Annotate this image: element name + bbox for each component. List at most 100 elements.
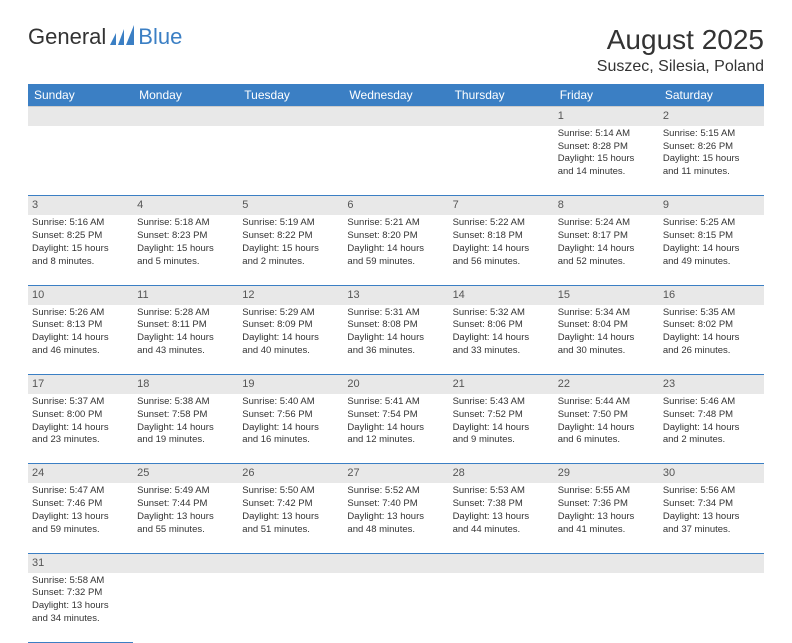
day-cell: Sunrise: 5:56 AMSunset: 7:34 PMDaylight:… bbox=[659, 483, 764, 553]
day-number: 20 bbox=[343, 375, 448, 394]
day-d2: and 11 minutes. bbox=[663, 166, 760, 179]
day-number: 9 bbox=[659, 196, 764, 215]
day-d2: and 9 minutes. bbox=[453, 434, 550, 447]
day-number: 2 bbox=[659, 107, 764, 126]
day-sr: Sunrise: 5:46 AM bbox=[663, 396, 760, 409]
day-number: 25 bbox=[133, 464, 238, 483]
logo: General Blue bbox=[28, 24, 182, 50]
day-d2: and 19 minutes. bbox=[137, 434, 234, 447]
day-number: 16 bbox=[659, 285, 764, 304]
day-d1: Daylight: 14 hours bbox=[137, 332, 234, 345]
day-content-row: Sunrise: 5:26 AMSunset: 8:13 PMDaylight:… bbox=[28, 305, 764, 375]
day-cell bbox=[133, 126, 238, 196]
day-number: 28 bbox=[449, 464, 554, 483]
day-sr: Sunrise: 5:21 AM bbox=[347, 217, 444, 230]
day-number: 11 bbox=[133, 285, 238, 304]
day-content-row: Sunrise: 5:16 AMSunset: 8:25 PM Daylight:… bbox=[28, 215, 764, 285]
day-d1: Daylight: 14 hours bbox=[453, 332, 550, 345]
day-ss: Sunset: 7:46 PM bbox=[32, 498, 129, 511]
day-cell bbox=[449, 126, 554, 196]
day-sr: Sunrise: 5:14 AM bbox=[558, 128, 655, 141]
day-number: 17 bbox=[28, 375, 133, 394]
day-d2: and 48 minutes. bbox=[347, 524, 444, 537]
day-ss: Sunset: 7:44 PM bbox=[137, 498, 234, 511]
weekday-header: Wednesday bbox=[343, 84, 448, 107]
day-d2: and 49 minutes. bbox=[663, 256, 760, 269]
day-ss: Sunset: 7:50 PM bbox=[558, 409, 655, 422]
day-ss: Sunset: 8:06 PM bbox=[453, 319, 550, 332]
day-d1: Daylight: 13 hours bbox=[558, 511, 655, 524]
day-d1: Daylight: 14 hours bbox=[453, 422, 550, 435]
day-number bbox=[238, 553, 343, 572]
day-d1: Daylight: 15 hours bbox=[137, 243, 234, 256]
day-ss: Sunset: 8:04 PM bbox=[558, 319, 655, 332]
day-cell bbox=[238, 126, 343, 196]
day-ss: Sunset: 7:58 PM bbox=[137, 409, 234, 422]
day-d2: and 2 minutes. bbox=[663, 434, 760, 447]
daynum-row: 31 bbox=[28, 553, 764, 572]
day-sr: Sunrise: 5:44 AM bbox=[558, 396, 655, 409]
daynum-row: 3456789 bbox=[28, 196, 764, 215]
location: Suszec, Silesia, Poland bbox=[597, 58, 764, 76]
day-d1: Daylight: 13 hours bbox=[347, 511, 444, 524]
day-sr: Sunrise: 5:35 AM bbox=[663, 307, 760, 320]
day-ss: Sunset: 7:54 PM bbox=[347, 409, 444, 422]
day-cell: Sunrise: 5:41 AMSunset: 7:54 PMDaylight:… bbox=[343, 394, 448, 464]
day-number: 24 bbox=[28, 464, 133, 483]
day-sr: Sunrise: 5:24 AM bbox=[558, 217, 655, 230]
weekday-header: Thursday bbox=[449, 84, 554, 107]
day-cell: Sunrise: 5:18 AMSunset: 8:23 PMDaylight:… bbox=[133, 215, 238, 285]
day-sr: Sunrise: 5:55 AM bbox=[558, 485, 655, 498]
day-d2: and 2 minutes. bbox=[242, 256, 339, 269]
day-number: 15 bbox=[554, 285, 659, 304]
day-number bbox=[238, 107, 343, 126]
day-d2: and 55 minutes. bbox=[137, 524, 234, 537]
day-d2: and 16 minutes. bbox=[242, 434, 339, 447]
day-cell: Sunrise: 5:32 AMSunset: 8:06 PMDaylight:… bbox=[449, 305, 554, 375]
day-d1: Daylight: 14 hours bbox=[558, 422, 655, 435]
day-sr: Sunrise: 5:49 AM bbox=[137, 485, 234, 498]
daynum-row: 24252627282930 bbox=[28, 464, 764, 483]
day-number: 18 bbox=[133, 375, 238, 394]
day-sr: Sunrise: 5:25 AM bbox=[663, 217, 760, 230]
day-number: 29 bbox=[554, 464, 659, 483]
day-cell bbox=[449, 573, 554, 643]
day-content-row: Sunrise: 5:58 AMSunset: 7:32 PMDaylight:… bbox=[28, 573, 764, 643]
day-sr: Sunrise: 5:26 AM bbox=[32, 307, 129, 320]
day-d1: Daylight: 14 hours bbox=[347, 422, 444, 435]
day-d1: Daylight: 14 hours bbox=[663, 243, 760, 256]
day-sr: Sunrise: 5:53 AM bbox=[453, 485, 550, 498]
day-number bbox=[133, 107, 238, 126]
day-cell bbox=[238, 573, 343, 643]
day-number bbox=[449, 107, 554, 126]
day-d1: Daylight: 14 hours bbox=[242, 332, 339, 345]
day-sr: Sunrise: 5:29 AM bbox=[242, 307, 339, 320]
day-cell: Sunrise: 5:43 AMSunset: 7:52 PMDaylight:… bbox=[449, 394, 554, 464]
logo-text-blue: Blue bbox=[138, 24, 182, 50]
day-number: 30 bbox=[659, 464, 764, 483]
day-sr: Sunrise: 5:16 AM bbox=[32, 217, 129, 230]
day-sr: Sunrise: 5:50 AM bbox=[242, 485, 339, 498]
day-d2: and 59 minutes. bbox=[32, 524, 129, 537]
day-d1: Daylight: 13 hours bbox=[32, 511, 129, 524]
day-ss: Sunset: 8:18 PM bbox=[453, 230, 550, 243]
title-block: August 2025 Suszec, Silesia, Poland bbox=[597, 24, 764, 76]
day-d1: Daylight: 14 hours bbox=[558, 243, 655, 256]
day-ss: Sunset: 8:20 PM bbox=[347, 230, 444, 243]
calendar-table: Sunday Monday Tuesday Wednesday Thursday… bbox=[28, 84, 764, 643]
logo-text-general: General bbox=[28, 24, 106, 50]
day-number bbox=[343, 107, 448, 126]
day-d2: and 51 minutes. bbox=[242, 524, 339, 537]
day-d1: Daylight: 15 hours bbox=[663, 153, 760, 166]
day-cell: Sunrise: 5:25 AMSunset: 8:15 PMDaylight:… bbox=[659, 215, 764, 285]
day-d1: Daylight: 14 hours bbox=[558, 332, 655, 345]
day-d2: and 46 minutes. bbox=[32, 345, 129, 358]
day-d2: and 37 minutes. bbox=[663, 524, 760, 537]
day-d2: and 26 minutes. bbox=[663, 345, 760, 358]
day-ss: Sunset: 7:48 PM bbox=[663, 409, 760, 422]
day-ss: Sunset: 8:25 PM bbox=[32, 230, 129, 243]
day-d2: and 40 minutes. bbox=[242, 345, 339, 358]
day-cell: Sunrise: 5:58 AMSunset: 7:32 PMDaylight:… bbox=[28, 573, 133, 643]
day-ss: Sunset: 8:08 PM bbox=[347, 319, 444, 332]
day-d2: and 43 minutes. bbox=[137, 345, 234, 358]
